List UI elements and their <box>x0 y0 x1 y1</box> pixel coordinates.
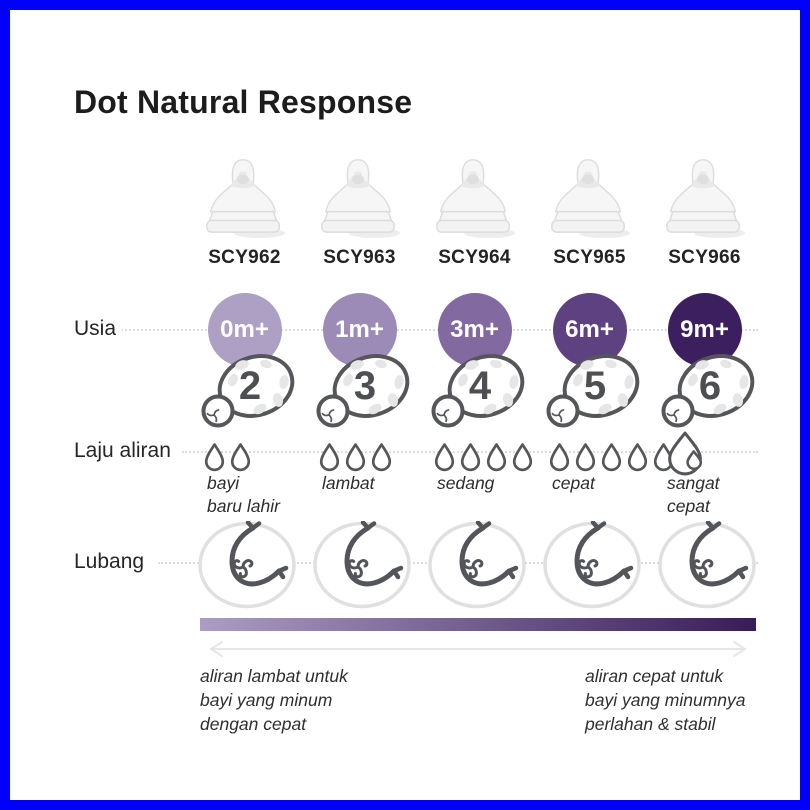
flow-rate-label: cepat <box>552 473 595 493</box>
droplet-icon <box>575 443 596 472</box>
droplet-icon <box>601 443 622 472</box>
droplet-icon <box>549 443 570 472</box>
fast-flow-note: aliran cepat untuk bayi yang minumnya pe… <box>585 666 746 735</box>
large-droplet-with-small-droplet-icon <box>668 431 703 476</box>
teat-photo-icon <box>550 159 631 239</box>
droplet-icon <box>460 443 481 472</box>
teat-number-icon: 2 <box>201 350 298 428</box>
teat-number-label: 5 <box>583 364 605 408</box>
flow-gradient-bar <box>200 618 756 631</box>
age-row-label: Usia <box>74 317 123 341</box>
product-column-scy963: SCY963 1m+ 3 lambat <box>302 0 417 810</box>
flow-rate-drops <box>317 433 394 473</box>
teat-photo-icon <box>205 159 286 239</box>
droplet-icon <box>486 443 507 472</box>
age-badge-label: 9m+ <box>680 316 729 343</box>
age-badge: 1m+ <box>322 293 397 367</box>
droplet-icon <box>230 443 251 472</box>
product-column-scy964: SCY964 3m+ 4 sedang <box>417 0 535 810</box>
teat-photo-icon <box>665 159 746 239</box>
hole-shape-icon <box>657 521 757 609</box>
age-badge-label: 3m+ <box>450 316 499 343</box>
hole-shape-icon <box>427 521 527 609</box>
droplet-icon <box>434 443 455 472</box>
slow-flow-note: aliran lambat untuk bayi yang minum deng… <box>200 666 348 735</box>
product-column-scy965: SCY965 6m+ 5 cepat <box>532 0 674 810</box>
product-code: SCY964 <box>438 247 511 268</box>
teat-number-icon: 4 <box>431 350 528 428</box>
double-headed-arrow-icon <box>209 641 747 657</box>
product-column-scy966: SCY966 9m+ 6 sangat cepat <box>647 0 762 810</box>
flow-rate-drops <box>202 433 253 473</box>
product-code: SCY966 <box>668 247 741 268</box>
product-columns: SCY962 0m+ 2 bayi baru lahir SCY963 1m+ <box>187 0 762 810</box>
hole-shape-icon <box>542 521 642 609</box>
teat-number-icon: 5 <box>546 350 643 428</box>
droplet-icon <box>345 443 366 472</box>
age-badge: 9m+ <box>667 293 742 367</box>
flow-rate-drops <box>432 433 535 473</box>
product-code: SCY962 <box>208 247 281 268</box>
age-badge-label: 6m+ <box>565 316 614 343</box>
teat-number-label: 4 <box>468 364 491 408</box>
flow-rate-label: sedang <box>437 473 495 493</box>
page-title: Dot Natural Response <box>74 84 413 120</box>
product-code: SCY965 <box>553 247 626 268</box>
hole-shape-icon <box>312 521 412 609</box>
droplet-icon <box>204 443 225 472</box>
product-column-scy962: SCY962 0m+ 2 bayi baru lahir <box>187 0 302 810</box>
age-badge: 0m+ <box>207 293 282 367</box>
teat-number-label: 6 <box>698 364 720 408</box>
flow-rate-label: lambat <box>322 473 375 493</box>
teat-number-label: 3 <box>353 364 375 408</box>
teat-number-icon: 6 <box>661 350 758 428</box>
flow-rate-drops <box>662 431 708 476</box>
product-code: SCY963 <box>323 247 396 268</box>
teat-photo-icon <box>435 159 516 239</box>
age-badge-label: 1m+ <box>335 316 384 343</box>
age-badge: 3m+ <box>437 293 512 367</box>
teat-number-label: 2 <box>238 364 260 408</box>
flow-rate-label: bayi baru lahir <box>207 473 280 516</box>
teat-number-icon: 3 <box>316 350 413 428</box>
droplet-icon <box>319 443 340 472</box>
teat-photo-icon <box>320 159 401 239</box>
hole-row-label: Lubang <box>74 550 151 574</box>
age-badge-label: 0m+ <box>220 316 269 343</box>
flow-rate-label: sangat cepat <box>667 473 720 516</box>
flow-row-label: Laju aliran <box>74 439 177 463</box>
hole-shape-icon <box>197 521 297 609</box>
droplet-icon <box>371 443 392 472</box>
age-badge: 6m+ <box>552 293 627 367</box>
